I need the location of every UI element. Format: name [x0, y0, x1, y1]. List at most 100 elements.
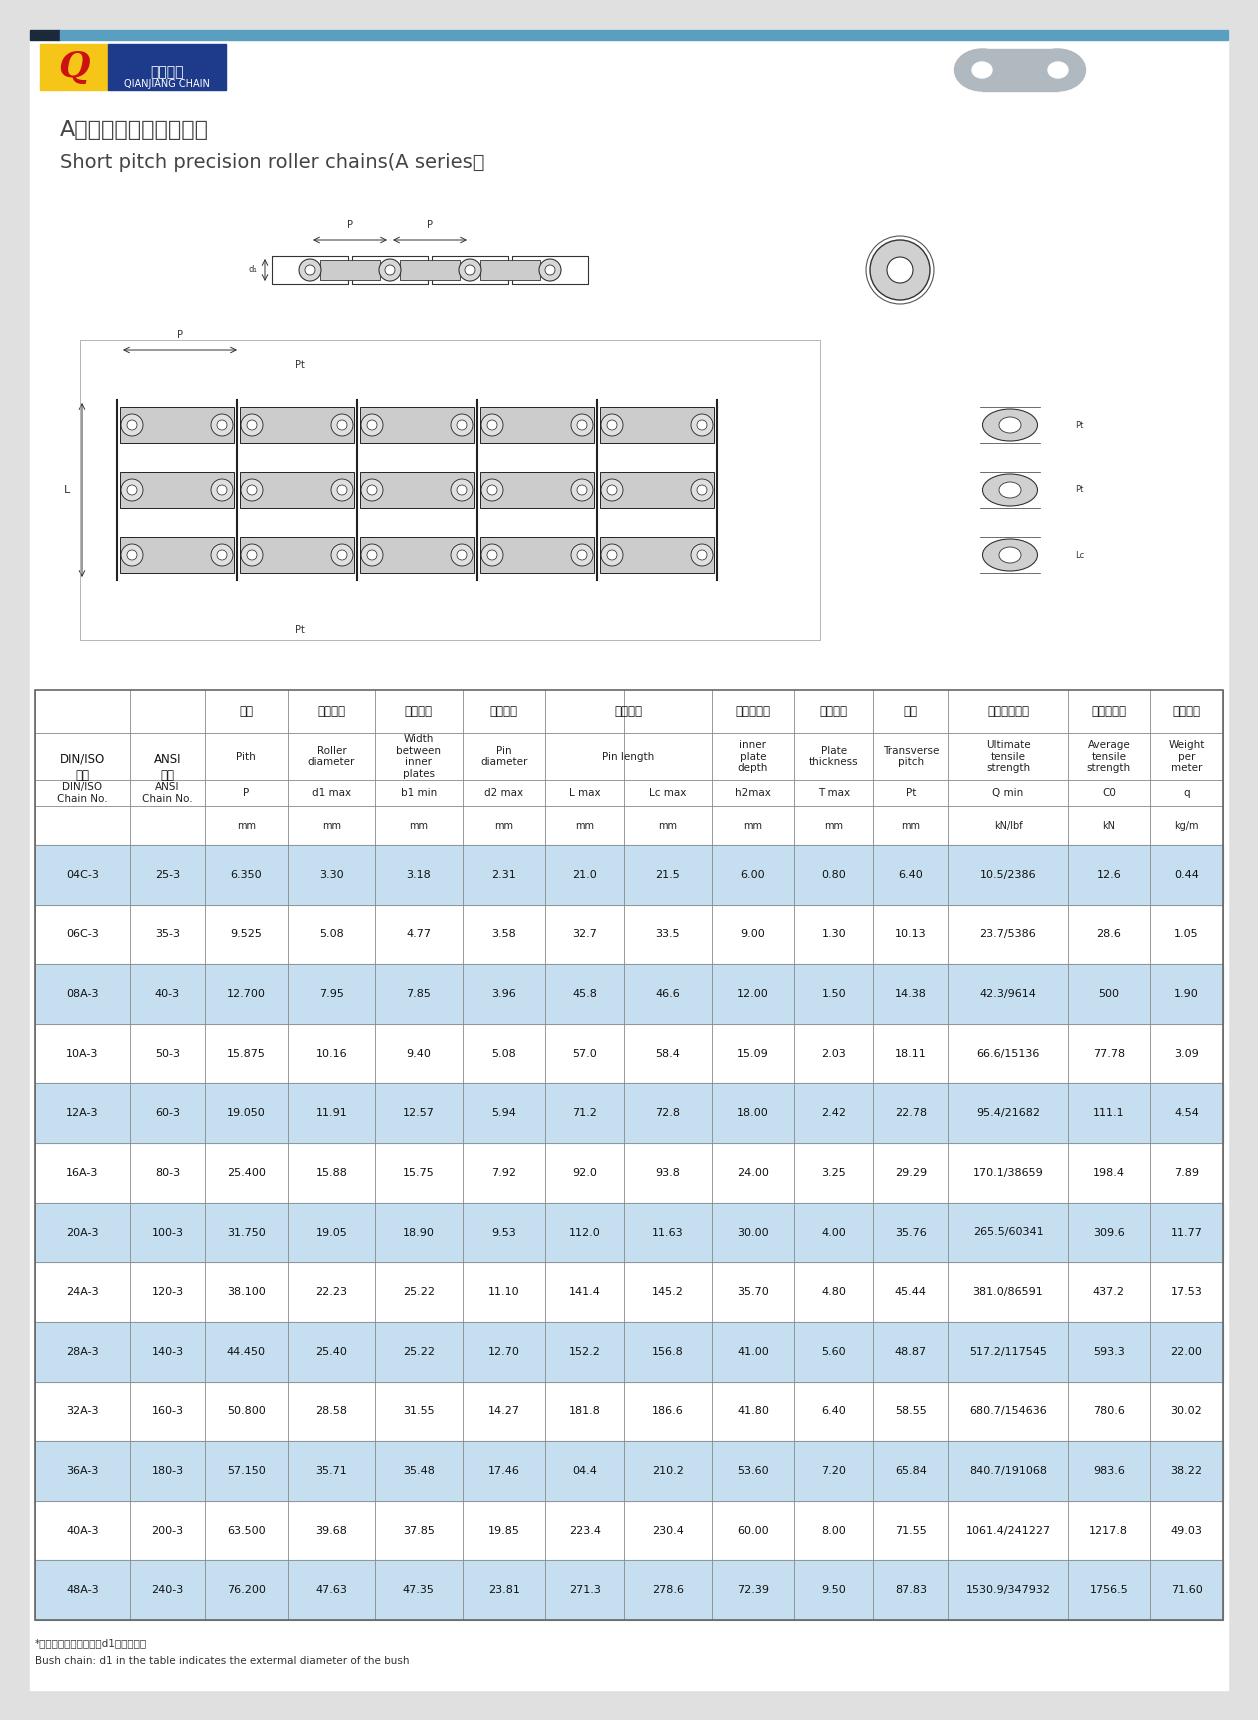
Text: 680.7/154636: 680.7/154636	[969, 1407, 1047, 1416]
Bar	[40, 45, 108, 89]
Text: mm: mm	[901, 820, 921, 831]
Text: 49.03: 49.03	[1171, 1526, 1203, 1536]
Text: C0: C0	[1102, 788, 1116, 798]
Text: 12.70: 12.70	[488, 1347, 520, 1357]
Text: T max: T max	[818, 788, 849, 798]
Text: 12.57: 12.57	[403, 1108, 435, 1118]
Ellipse shape	[481, 415, 503, 435]
Text: 3.18: 3.18	[406, 870, 431, 881]
Text: 12A-3: 12A-3	[67, 1108, 98, 1118]
Ellipse shape	[571, 478, 593, 501]
Ellipse shape	[955, 48, 1009, 91]
Text: 381.0/86591: 381.0/86591	[972, 1287, 1043, 1297]
Ellipse shape	[608, 420, 616, 430]
Text: mm: mm	[824, 820, 843, 831]
Text: 210.2: 210.2	[652, 1465, 684, 1476]
Text: 66.6/15136: 66.6/15136	[976, 1049, 1039, 1058]
Text: 25-3: 25-3	[155, 870, 180, 881]
Ellipse shape	[487, 485, 497, 495]
Bar	[35, 1441, 1223, 1502]
Ellipse shape	[361, 478, 382, 501]
Text: 50.800: 50.800	[226, 1407, 265, 1416]
Text: 7.95: 7.95	[320, 989, 343, 999]
Text: 63.500: 63.500	[226, 1526, 265, 1536]
Text: 6.40: 6.40	[898, 870, 923, 881]
Text: 44.450: 44.450	[226, 1347, 265, 1357]
Ellipse shape	[697, 420, 707, 430]
Text: 25.40: 25.40	[316, 1347, 347, 1357]
Text: 780.6: 780.6	[1093, 1407, 1125, 1416]
Ellipse shape	[242, 478, 263, 501]
Text: 15.75: 15.75	[403, 1168, 435, 1178]
Text: 21.0: 21.0	[572, 870, 598, 881]
Bar	[35, 965, 1223, 1023]
Text: 23.81: 23.81	[488, 1586, 520, 1594]
Bar	[431, 256, 508, 284]
Text: 2.03: 2.03	[821, 1049, 847, 1058]
Text: 25.22: 25.22	[403, 1347, 435, 1357]
Bar	[360, 537, 474, 573]
Bar	[120, 471, 234, 507]
Ellipse shape	[452, 544, 473, 566]
Text: 278.6: 278.6	[652, 1586, 684, 1594]
Bar	[35, 1323, 1223, 1381]
Text: 437.2: 437.2	[1093, 1287, 1125, 1297]
Text: 2.31: 2.31	[492, 870, 516, 881]
Text: 9.525: 9.525	[230, 929, 263, 939]
Ellipse shape	[697, 550, 707, 561]
Text: 6.40: 6.40	[821, 1407, 847, 1416]
Text: 31.55: 31.55	[403, 1407, 435, 1416]
Ellipse shape	[1030, 48, 1086, 91]
Text: 内节内宽: 内节内宽	[405, 705, 433, 719]
Text: 4.00: 4.00	[821, 1228, 847, 1237]
Text: 16A-3: 16A-3	[67, 1168, 98, 1178]
Text: 19.85: 19.85	[488, 1526, 520, 1536]
Ellipse shape	[361, 415, 382, 435]
Text: mm: mm	[237, 820, 255, 831]
Ellipse shape	[361, 544, 382, 566]
Text: 0.80: 0.80	[821, 870, 847, 881]
Ellipse shape	[211, 415, 233, 435]
Text: b1 min: b1 min	[401, 788, 437, 798]
Text: 223.4: 223.4	[569, 1526, 600, 1536]
Text: 50-3: 50-3	[155, 1049, 180, 1058]
Text: 156.8: 156.8	[652, 1347, 684, 1357]
Ellipse shape	[367, 485, 377, 495]
Bar	[352, 256, 428, 284]
Text: 40-3: 40-3	[155, 989, 180, 999]
Text: 58.4: 58.4	[655, 1049, 681, 1058]
Ellipse shape	[691, 544, 713, 566]
Ellipse shape	[571, 544, 593, 566]
Text: 24.00: 24.00	[737, 1168, 769, 1178]
Text: 71.2: 71.2	[572, 1108, 598, 1118]
Ellipse shape	[982, 409, 1038, 440]
Ellipse shape	[999, 416, 1021, 433]
Text: 14.38: 14.38	[894, 989, 927, 999]
Ellipse shape	[487, 550, 497, 561]
Text: 5.08: 5.08	[320, 929, 343, 939]
Text: 7.89: 7.89	[1174, 1168, 1199, 1178]
Text: 71.55: 71.55	[894, 1526, 927, 1536]
Text: 7.85: 7.85	[406, 989, 431, 999]
Text: d₁: d₁	[248, 265, 257, 275]
Text: 19.050: 19.050	[226, 1108, 265, 1118]
Text: 22.23: 22.23	[316, 1287, 347, 1297]
Text: 47.35: 47.35	[403, 1586, 435, 1594]
Text: 28A-3: 28A-3	[67, 1347, 98, 1357]
Bar	[240, 471, 353, 507]
Text: 15.88: 15.88	[316, 1168, 347, 1178]
Text: 57.0: 57.0	[572, 1049, 598, 1058]
Bar	[600, 408, 715, 444]
Text: 排距: 排距	[903, 705, 918, 719]
Text: kN/lbf: kN/lbf	[994, 820, 1023, 831]
Ellipse shape	[452, 415, 473, 435]
Text: 983.6: 983.6	[1093, 1465, 1125, 1476]
Text: 60.00: 60.00	[737, 1526, 769, 1536]
Text: 7.20: 7.20	[821, 1465, 847, 1476]
Text: 18.00: 18.00	[737, 1108, 769, 1118]
Text: 37.85: 37.85	[403, 1526, 435, 1536]
Text: 4.54: 4.54	[1174, 1108, 1199, 1118]
Ellipse shape	[127, 485, 137, 495]
Ellipse shape	[457, 550, 467, 561]
Text: 30.02: 30.02	[1171, 1407, 1203, 1416]
